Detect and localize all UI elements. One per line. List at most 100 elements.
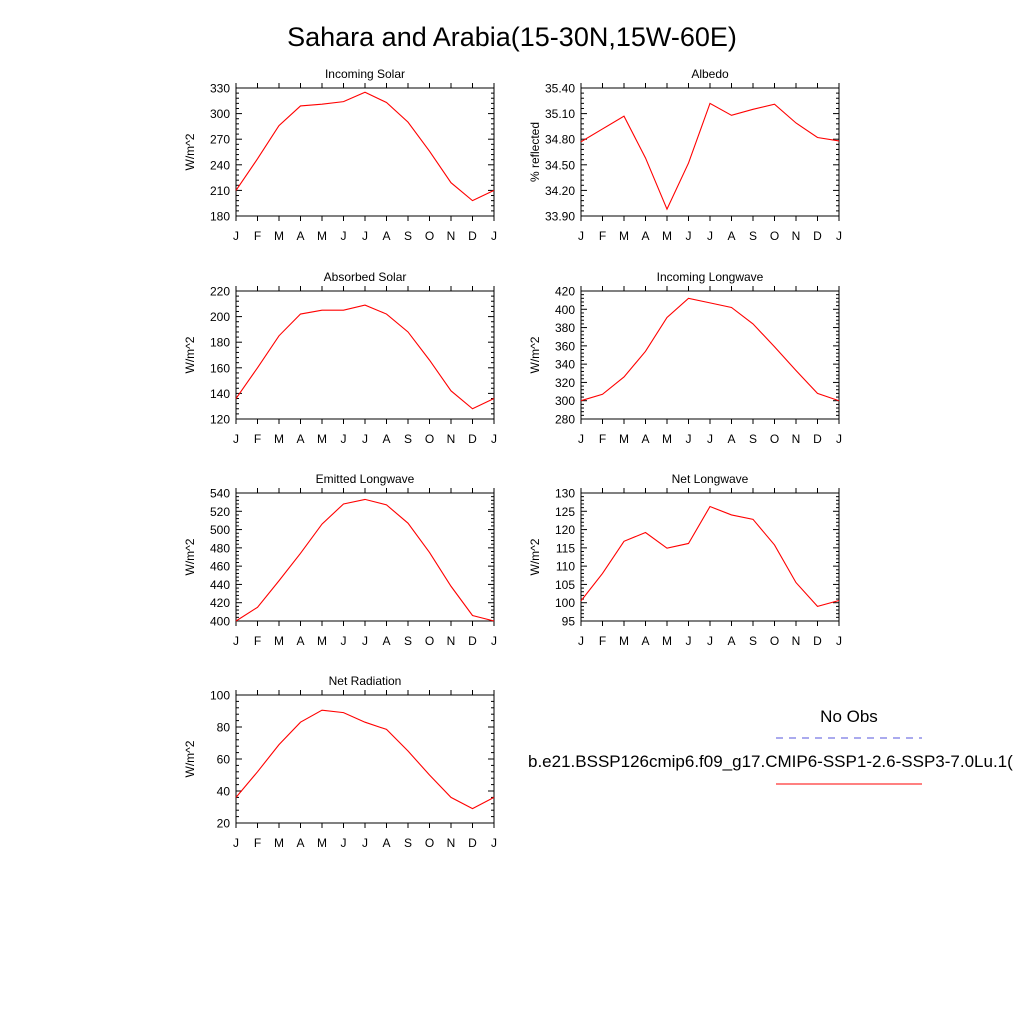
y-tick-label: 120 (210, 413, 230, 427)
x-tick-label: M (619, 634, 629, 648)
y-tick-label: 460 (210, 560, 230, 574)
panel-title: Net Radiation (329, 674, 402, 688)
x-tick-label: A (641, 432, 649, 446)
x-tick-label: O (770, 634, 779, 648)
x-tick-label: J (362, 634, 368, 648)
x-tick-label: A (296, 836, 304, 850)
y-axis-label: W/m^2 (528, 538, 542, 575)
y-tick-label: 500 (210, 523, 230, 537)
x-tick-label: N (792, 432, 801, 446)
series-line (235, 498, 495, 622)
x-tick-label: M (662, 229, 672, 243)
x-tick-label: J (686, 634, 692, 648)
plot-frame (235, 290, 495, 420)
y-tick-label: 210 (210, 184, 230, 198)
x-tick-label: M (662, 634, 672, 648)
x-tick-label: A (296, 229, 304, 243)
plot-frame (235, 87, 495, 217)
x-tick-label: M (274, 836, 284, 850)
y-tick-label: 330 (210, 82, 230, 96)
x-tick-label: O (770, 432, 779, 446)
x-tick-label: A (727, 432, 735, 446)
y-tick-label: 100 (555, 596, 575, 610)
x-tick-label: S (749, 432, 757, 446)
panel-title: Incoming Longwave (657, 270, 764, 284)
series-line (580, 297, 840, 402)
x-tick-label: D (813, 432, 822, 446)
x-tick-label: J (233, 229, 239, 243)
x-tick-label: S (404, 634, 412, 648)
x-tick-label: N (792, 229, 801, 243)
y-tick-label: 35.10 (545, 107, 575, 121)
y-tick-label: 480 (210, 541, 230, 555)
y-tick-label: 110 (556, 560, 575, 574)
x-tick-label: O (425, 229, 434, 243)
series-line (235, 91, 495, 202)
x-tick-label: S (404, 432, 412, 446)
y-tick-label: 80 (217, 721, 231, 735)
plot-frame (235, 492, 495, 622)
x-tick-label: J (233, 634, 239, 648)
y-tick-label: 95 (562, 615, 576, 629)
y-axis-label: W/m^2 (183, 133, 197, 170)
x-tick-label: M (662, 432, 672, 446)
x-tick-label: N (447, 432, 456, 446)
x-tick-label: D (468, 229, 477, 243)
y-tick-label: 340 (555, 358, 575, 372)
y-axis-label: W/m^2 (183, 740, 197, 777)
x-tick-label: N (447, 836, 456, 850)
x-tick-label: J (341, 634, 347, 648)
x-tick-label: N (792, 634, 801, 648)
plot-frame (580, 290, 840, 420)
x-tick-label: S (749, 229, 757, 243)
x-tick-label: J (707, 229, 713, 243)
y-axis-label: W/m^2 (183, 336, 197, 373)
y-tick-label: 130 (555, 487, 575, 501)
y-tick-label: 40 (217, 785, 231, 799)
series-line (580, 102, 840, 211)
plot-frame (580, 87, 840, 217)
x-tick-label: J (707, 432, 713, 446)
panel-albedo: Albedo % reflected 33.90 34.20 34.50 34.80 35.… (528, 67, 842, 243)
x-tick-label: S (404, 836, 412, 850)
legend-model-label: b.e21.BSSP126cmip6.f09_g17.CMIP6-SSP1-2.… (528, 752, 1013, 771)
x-tick-label: F (254, 432, 261, 446)
x-tick-label: N (447, 634, 456, 648)
x-tick-label: J (341, 229, 347, 243)
x-tick-label: A (727, 229, 735, 243)
x-tick-label: A (382, 229, 390, 243)
x-tick-label: A (296, 634, 304, 648)
plot-frame (235, 694, 495, 824)
x-tick-label: M (317, 836, 327, 850)
x-tick-label: F (599, 634, 606, 648)
x-tick-label: J (362, 836, 368, 850)
x-tick-label: A (641, 634, 649, 648)
legend-obs-label: No Obs (820, 707, 878, 726)
y-tick-label: 380 (555, 321, 575, 335)
x-tick-label: D (468, 432, 477, 446)
y-tick-label: 34.20 (545, 184, 575, 198)
y-tick-label: 100 (210, 689, 230, 703)
y-tick-label: 420 (210, 596, 230, 610)
x-tick-label: D (813, 634, 822, 648)
y-tick-label: 520 (210, 505, 230, 519)
x-tick-label: O (425, 634, 434, 648)
y-tick-label: 125 (555, 505, 575, 519)
x-tick-label: J (491, 432, 497, 446)
x-tick-label: M (274, 634, 284, 648)
x-tick-label: J (578, 634, 584, 648)
panel-title: Net Longwave (672, 472, 749, 486)
series-line (235, 709, 495, 810)
x-tick-label: O (770, 229, 779, 243)
y-tick-label: 200 (210, 310, 230, 324)
y-tick-label: 140 (210, 387, 230, 401)
panel-net-longwave: Net Longwave W/m^2 95 100 105 110 115 120 125 130… (528, 472, 842, 648)
panel-title: Albedo (691, 67, 729, 81)
y-tick-label: 120 (555, 523, 575, 537)
x-tick-label: J (686, 229, 692, 243)
x-tick-label: F (599, 432, 606, 446)
x-tick-label: A (296, 432, 304, 446)
x-tick-label: D (468, 836, 477, 850)
x-tick-label: J (341, 836, 347, 850)
